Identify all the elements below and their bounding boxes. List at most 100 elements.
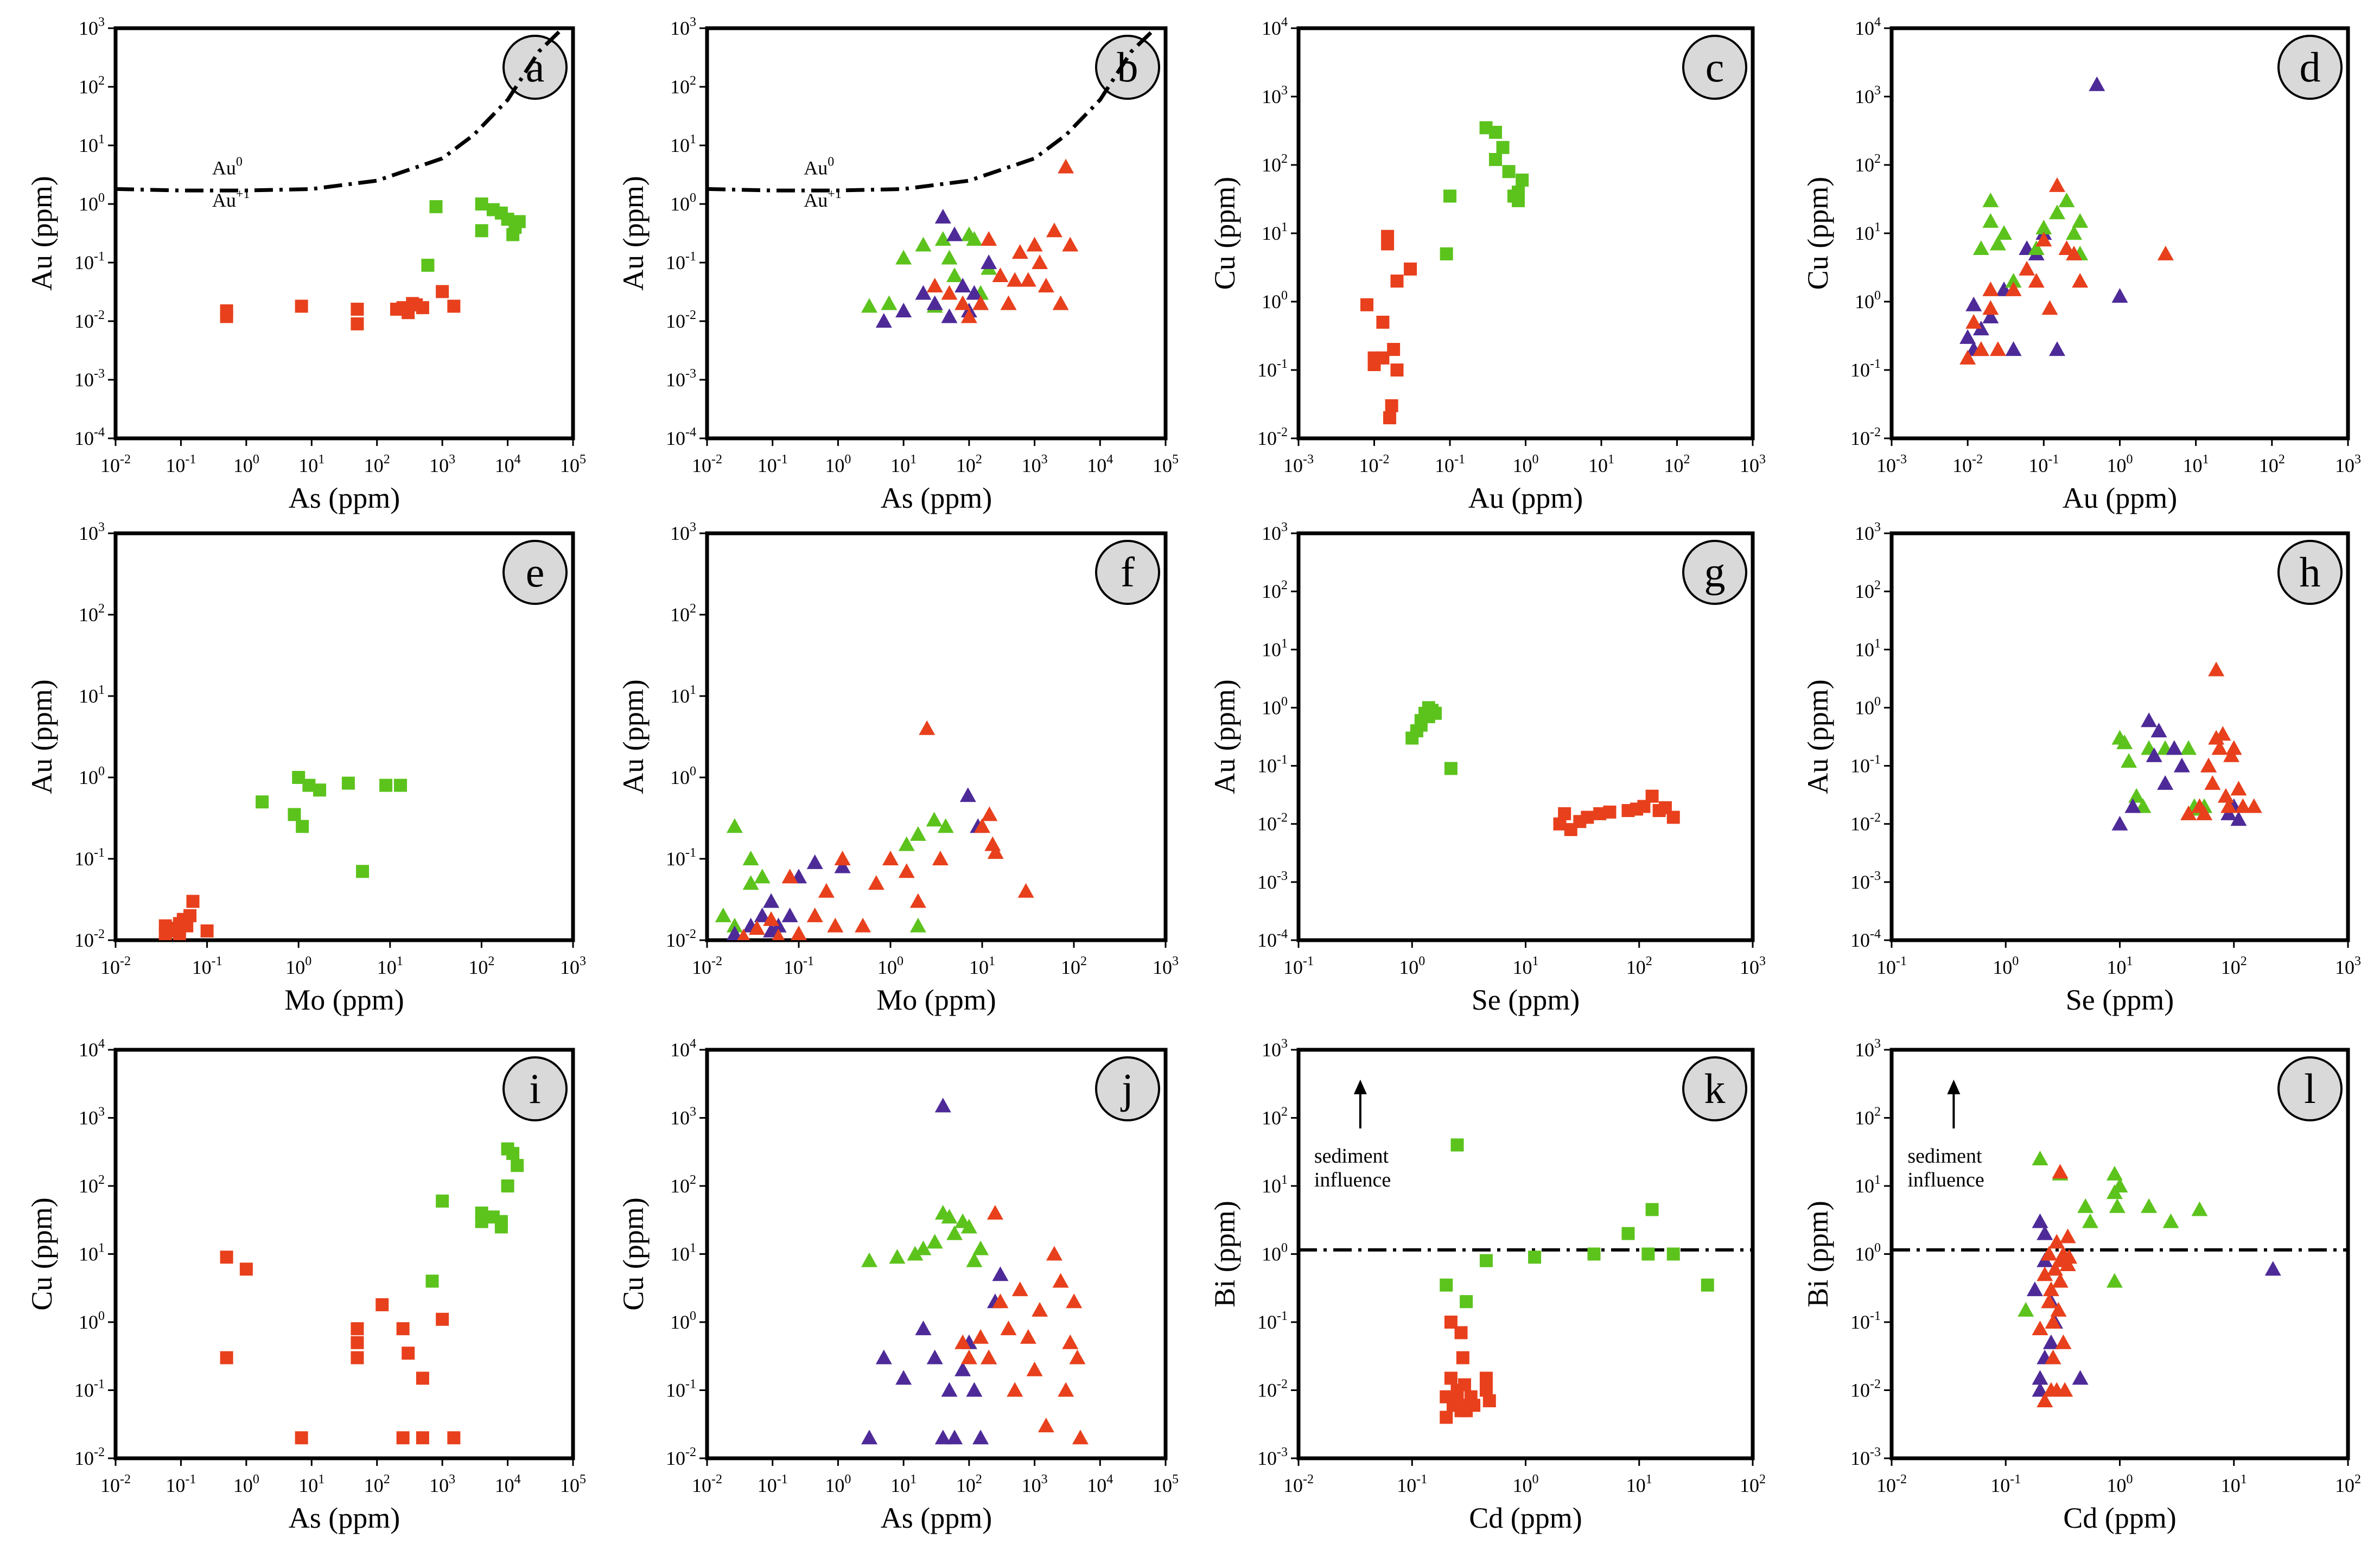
data-point-red-triangle [960,1349,977,1364]
data-point-purple-triangle [2166,740,2182,755]
data-point-red-triangle [972,1329,989,1344]
data-point-green-triangle [1996,225,2013,240]
data-point-purple-triangle [954,1361,971,1376]
x-tick-label: 104 [495,1472,521,1496]
data-point-red-triangle [1052,1273,1069,1288]
sediment-annotation: influence [1907,1169,1984,1191]
data-point-red-triangle [1000,1320,1017,1336]
data-point-red-triangle [909,893,926,908]
data-point-red-triangle [1007,272,1023,287]
data-point-red-triangle [926,277,943,292]
x-tick-label: 105 [560,452,586,476]
y-axis-title: Bi (ppm) [1208,1201,1241,1307]
data-point-green-triangle [2141,1198,2158,1213]
data-point-red-triangle [972,295,989,310]
data-point-red-square [1482,1394,1496,1407]
data-point-green-triangle [960,1218,977,1234]
y-tick-label: 10-1 [1850,357,1881,381]
y-tick-label: 103 [1855,520,1881,544]
chart-panel-f: 10-2 10-1 100 101 102 103 10-2 10-1 100 101 102 103… [617,520,1179,1016]
data-point-red-triangle [2245,798,2262,813]
data-point-green-triangle [1972,240,1989,255]
data-point-purple-triangle [2026,1281,2043,1297]
panel-letter-badge [1682,35,1747,100]
data-point-green-square [475,1215,488,1228]
data-point-green-square [1701,1278,1714,1292]
y-tick-label: 10-2 [666,1445,696,1469]
data-point-red-square [351,1336,364,1349]
data-point-green-triangle [2106,1165,2123,1181]
x-tick-label: 10-2 [100,452,131,476]
x-tick-label: 102 [2221,954,2247,978]
data-point-red-square [1645,789,1659,803]
y-axis-title: Bi (ppm) [1802,1201,1834,1307]
x-tick-label: 102 [364,452,390,476]
y-tick-label: 101 [1262,1173,1288,1197]
x-axis-title: As (ppm) [881,482,992,514]
data-point-green-square [1587,1247,1601,1261]
data-point-red-triangle [1020,272,1036,287]
data-point-green-square [475,224,488,238]
x-tick-label: 10-1 [166,452,196,476]
plot-frame [113,531,575,942]
y-tick-label: 10-1 [1257,753,1288,777]
data-point-red-triangle [2055,1334,2072,1349]
data-point-green-triangle [2049,205,2066,220]
data-point-purple-triangle [2173,757,2190,773]
x-tick-label: 101 [377,954,403,978]
valence-label: Au+1 [804,187,842,211]
x-tick-label: 101 [298,452,324,476]
data-point-red-square [1376,315,1390,329]
data-point-red-square [1387,343,1401,356]
chart-panel-d: 10-3 10-2 10-1 100 101 102 103 10-2 10-1 100 101 10… [1802,15,2361,514]
data-point-purple-triangle [915,1320,932,1336]
data-point-purple-triangle [754,907,771,922]
data-point-red-triangle [2050,1302,2067,1317]
data-point-red-square [239,1262,253,1276]
data-point-green-square [379,779,393,792]
data-point-red-square [200,924,214,937]
data-point-green-triangle [2082,1213,2098,1228]
valence-label: Au0 [212,155,243,178]
x-tick-label: 10-2 [100,954,131,978]
data-point-red-square [351,1322,364,1336]
data-point-green-triangle [966,231,983,246]
y-tick-label: 104 [670,1037,696,1061]
data-point-green-triangle [946,267,963,282]
x-tick-label: 104 [495,452,521,476]
data-point-purple-triangle [875,313,892,328]
data-point-red-triangle [1032,254,1048,269]
x-tick-label: 103 [1022,1472,1048,1496]
data-point-green-triangle [2135,798,2152,813]
data-point-red-triangle [882,851,899,865]
data-point-red-triangle [1072,1430,1089,1445]
x-tick-label: 102 [1626,954,1652,978]
y-tick-label: 10-2 [1257,811,1288,835]
data-point-green-square [1645,1203,1659,1216]
data-point-purple-triangle [763,922,780,937]
data-point-green-triangle [915,1240,932,1255]
y-tick-label: 10-3 [1257,869,1288,893]
chart-panel-g: 10-1 100 101 102 103 10-4 10-3 10-2 10-1 100 101 10… [1208,520,1766,1016]
y-axis-title: Au (ppm) [1208,679,1241,794]
data-point-green-triangle [2109,1198,2126,1213]
x-tick-label: 103 [1153,954,1179,978]
data-point-green-triangle [2005,273,2022,288]
data-point-red-square [1456,1351,1469,1364]
data-point-red-triangle [791,926,807,940]
panel-letter-badge [502,540,568,605]
data-point-green-square [436,1194,449,1208]
data-point-red-square [376,1298,389,1311]
y-tick-label: 10-1 [74,846,105,870]
data-point-green-triangle [926,1234,943,1249]
data-point-purple-triangle [2157,775,2174,790]
x-tick-label: 100 [2107,452,2133,476]
data-point-red-triangle [974,818,990,833]
data-point-red-triangle [960,308,977,323]
x-tick-label: 101 [2221,1472,2247,1496]
x-tick-label: 100 [1399,954,1425,978]
data-point-red-triangle [954,295,971,310]
data-point-green-square [1488,125,1502,139]
y-tick-label: 10-4 [74,425,105,449]
